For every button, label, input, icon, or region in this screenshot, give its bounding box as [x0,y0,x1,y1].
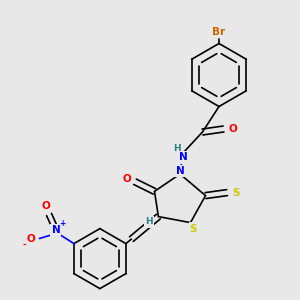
Text: S: S [190,224,197,234]
Text: O: O [228,124,237,134]
Text: Br: Br [212,27,226,37]
Text: H: H [145,218,153,226]
Text: N: N [176,166,184,176]
Text: O: O [41,201,50,211]
Text: H: H [173,144,181,153]
Text: N: N [52,225,60,235]
Text: O: O [122,174,131,184]
Text: +: + [60,219,66,228]
Text: S: S [232,188,240,198]
Text: O: O [26,233,35,244]
Text: N: N [178,152,188,163]
Text: -: - [22,241,26,250]
